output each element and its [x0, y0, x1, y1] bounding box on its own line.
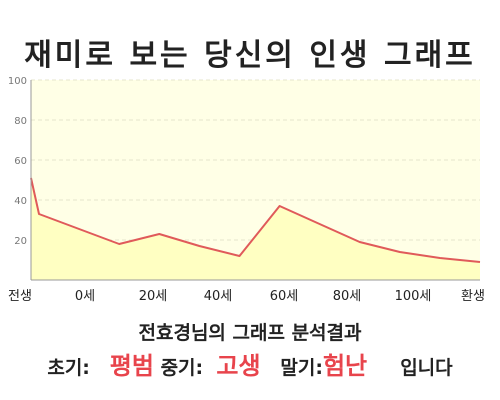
x-axis-ticks: 전생 0세 20세 40세 60세 80세 100세 환생 — [8, 289, 485, 304]
middle-label: 중기: — [160, 357, 204, 379]
x-tick-label: 0세 — [75, 289, 95, 304]
x-tick-label: 전생 — [8, 289, 32, 304]
late-label: 말기: — [280, 357, 323, 379]
result-title: 전효경님의 그래프 분석결과 — [138, 322, 362, 344]
life-line-series — [30, 177, 481, 263]
x-tick-label: 환생 — [461, 289, 485, 304]
late-value: 험난 — [322, 352, 368, 380]
y-tick-label: 40 — [14, 196, 27, 207]
y-tick-label: 20 — [14, 236, 27, 247]
x-tick-label: 100세 — [395, 289, 432, 304]
y-tick-label: 80 — [14, 116, 27, 127]
result-suffix: 입니다 — [400, 357, 453, 379]
early-label: 초기: — [47, 357, 90, 379]
life-area-fill — [31, 178, 480, 280]
y-axis-ticks: 20 40 60 80 100 — [8, 76, 27, 247]
x-tick-label: 80세 — [333, 289, 362, 304]
chart-title: 재미로 보는 당신의 인생 그래프 — [24, 38, 476, 73]
y-tick-label: 100 — [8, 76, 27, 87]
x-tick-label: 60세 — [270, 289, 299, 304]
x-tick-label: 40세 — [204, 289, 233, 304]
y-tick-label: 60 — [14, 156, 27, 167]
result-summary: 초기: 평범 중기: 고생 말기:험난 입니다 — [0, 346, 500, 381]
early-value: 평범 — [109, 352, 154, 380]
middle-value: 고생 — [216, 352, 261, 380]
x-tick-label: 20세 — [139, 289, 168, 304]
